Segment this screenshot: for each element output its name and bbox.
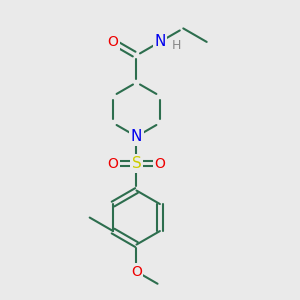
Text: O: O: [131, 265, 142, 279]
Text: N: N: [131, 129, 142, 144]
Text: O: O: [154, 157, 165, 170]
Text: O: O: [108, 35, 118, 49]
Text: S: S: [132, 156, 141, 171]
Text: H: H: [171, 40, 181, 52]
Text: N: N: [154, 34, 166, 50]
Text: O: O: [108, 157, 118, 170]
